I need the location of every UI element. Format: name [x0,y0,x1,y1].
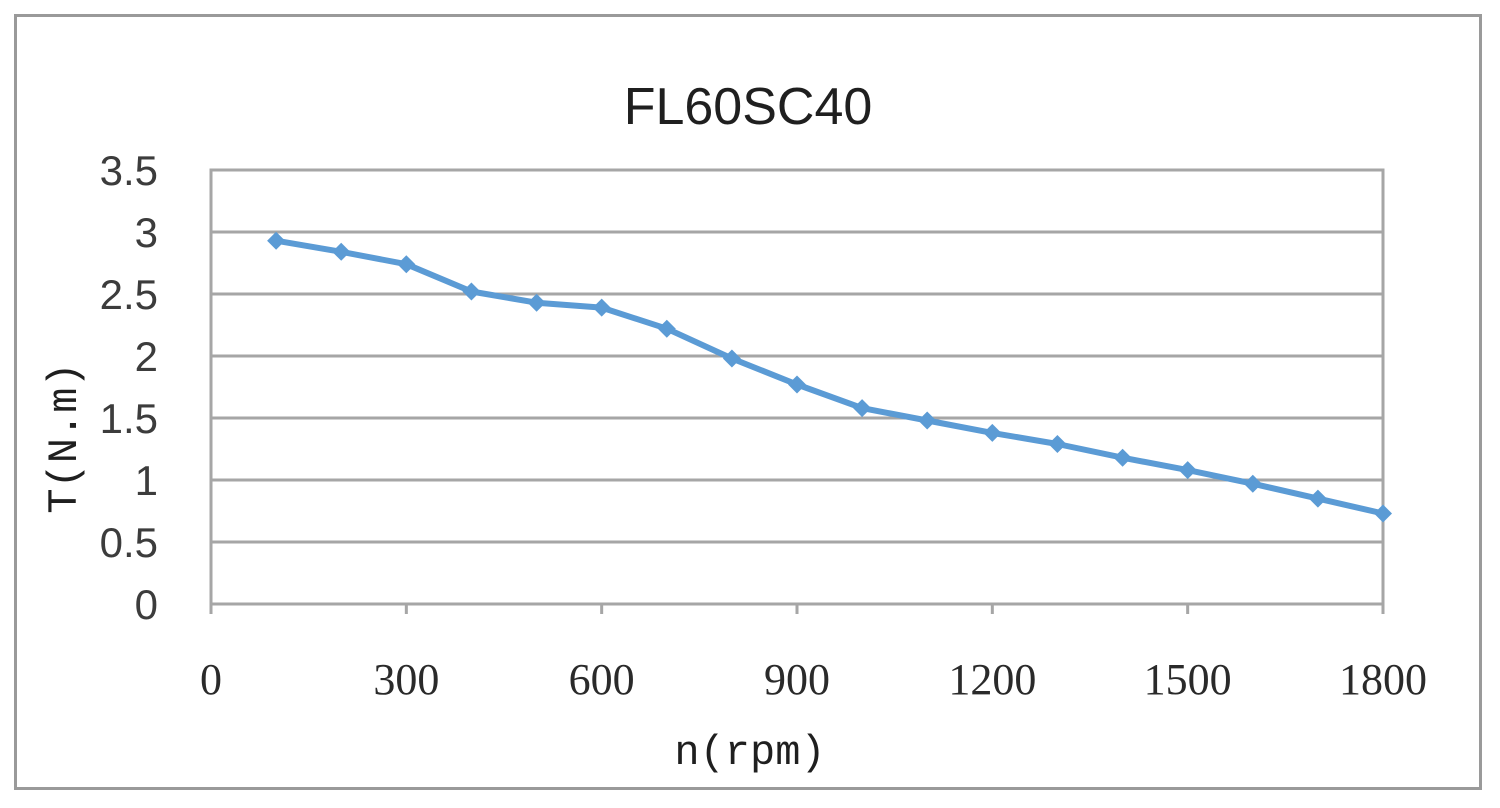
data-point-5 [592,298,611,317]
data-point-15 [1243,474,1262,493]
data-point-13 [1113,448,1132,467]
data-point-16 [1308,489,1327,508]
data-point-9 [853,399,872,418]
chart-frame [14,14,1482,790]
data-point-4 [527,293,546,312]
x-tick-label-0: 0 [200,655,222,704]
data-point-2 [397,255,416,274]
y-tick-label-4: 2 [135,333,158,380]
y-tick-label-1: 0.5 [100,519,158,566]
data-point-10 [918,411,937,430]
data-point-17 [1374,504,1392,523]
data-point-11 [983,423,1002,442]
plot-area [209,168,1385,606]
y-tick-label-7: 3.5 [100,147,158,194]
x-axis-label: n(rpm) [674,729,825,777]
y-axis-label: T(N.m) [41,362,89,513]
data-point-8 [788,375,806,394]
data-point-3 [462,282,481,301]
x-tick-label-2: 600 [569,655,635,704]
x-tick-label-4: 1200 [948,655,1036,704]
y-tick-label-0: 0 [135,581,158,628]
y-tick-label-5: 2.5 [100,271,158,318]
data-point-6 [657,319,676,338]
y-tick-label-2: 1 [135,457,158,504]
data-point-12 [1048,435,1067,453]
data-point-14 [1178,461,1197,480]
x-tick-label-3: 900 [764,655,830,704]
y-tick-labels: 0 0.5 1 1.5 2 2.5 3 3.5 [100,147,158,628]
x-tick-labels: 0 300 600 900 1200 1500 1800 [200,655,1427,704]
y-tick-label-3: 1.5 [100,395,158,442]
x-tick-label-5: 1500 [1144,655,1232,704]
x-tick-label-6: 1800 [1339,655,1427,704]
data-point-1 [332,242,351,261]
data-point-0 [267,231,286,250]
y-tick-label-6: 3 [135,209,158,256]
chart-title: FL60SC40 [624,78,873,136]
series-line [273,237,1386,517]
data-point-7 [722,349,741,368]
series-markers [267,231,1392,523]
x-tick-label-1: 300 [373,655,439,704]
